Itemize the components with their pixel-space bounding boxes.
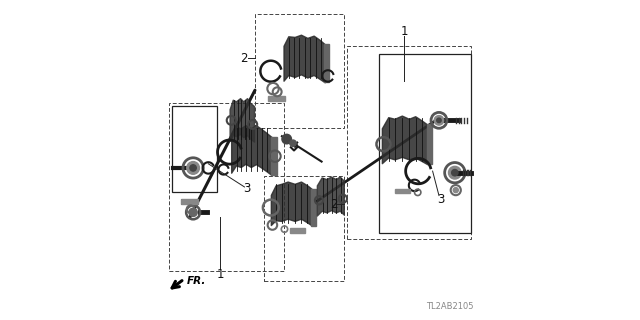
Bar [290,228,305,233]
Bar [255,14,344,128]
Text: 2: 2 [330,198,337,211]
Bar [271,137,277,175]
Circle shape [436,118,441,123]
Circle shape [434,116,444,125]
Circle shape [189,208,197,216]
Text: FR.: FR. [187,276,206,286]
Circle shape [290,140,296,146]
Text: 3: 3 [243,182,251,195]
Bar [312,189,316,226]
Bar [170,103,284,271]
Circle shape [449,166,461,179]
Circle shape [282,134,291,144]
Bar [264,176,344,281]
Bar [427,124,431,164]
Text: 1: 1 [216,268,224,281]
Text: 2: 2 [240,52,248,65]
Text: TL2AB2105: TL2AB2105 [426,302,474,311]
Circle shape [453,188,458,193]
Bar [181,199,198,204]
Text: 1: 1 [400,25,408,38]
Bar [394,188,410,193]
Bar [324,44,329,82]
Circle shape [187,162,200,174]
Circle shape [190,165,196,171]
Bar [379,54,470,233]
Bar [268,96,285,101]
Text: 3: 3 [438,193,445,205]
Circle shape [452,170,458,176]
Bar [347,46,470,239]
Bar [172,106,217,192]
